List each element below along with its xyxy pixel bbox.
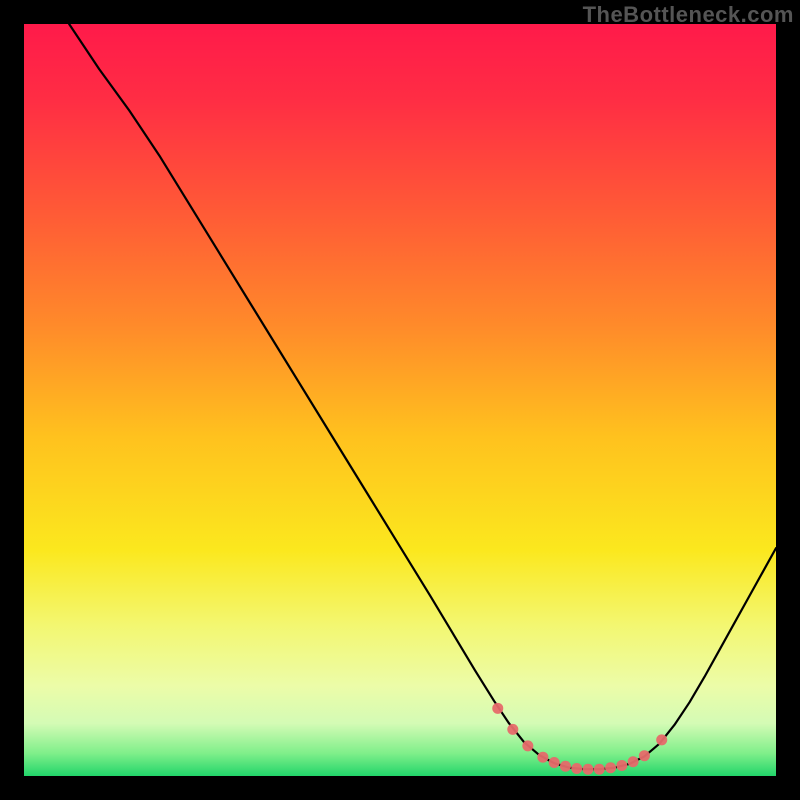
source-watermark: TheBottleneck.com [583,2,794,28]
marker-dot [492,703,503,714]
marker-dot [507,724,518,735]
bottleneck-curve-chart [24,24,776,776]
marker-dot [571,763,582,774]
gradient-background [24,24,776,776]
plot-area [24,24,776,776]
marker-dot [583,764,594,775]
marker-dot [522,740,533,751]
marker-dot [594,764,605,775]
marker-dot [656,734,667,745]
marker-dot [549,757,560,768]
marker-dot [537,752,548,763]
marker-dot [605,762,616,773]
marker-dot [560,761,571,772]
chart-frame: TheBottleneck.com [0,0,800,800]
marker-dot [628,756,639,767]
marker-dot [639,750,650,761]
marker-dot [616,760,627,771]
